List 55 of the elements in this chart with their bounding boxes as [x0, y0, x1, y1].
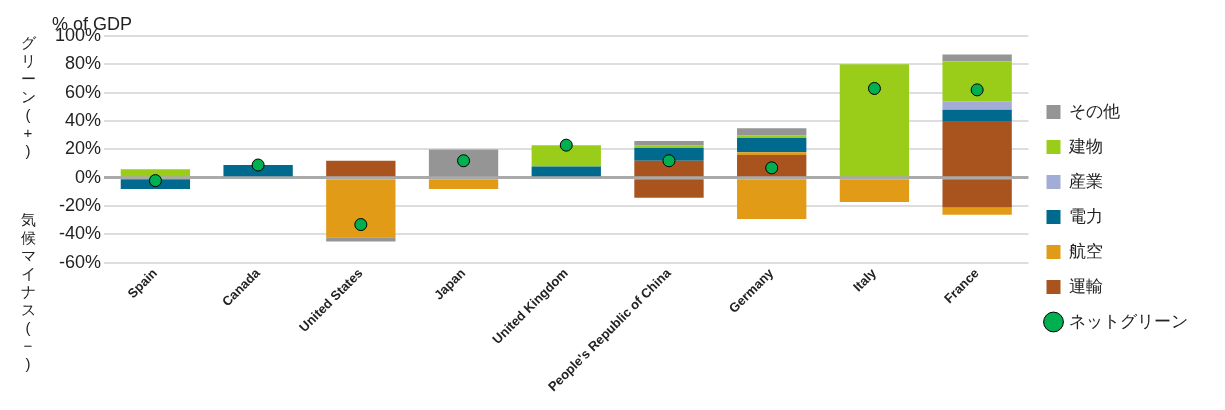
legend-label: ネットグリーン [1069, 311, 1188, 331]
bar [223, 165, 293, 177]
bar [737, 155, 807, 177]
point [765, 161, 779, 175]
bar [839, 179, 910, 202]
legend-label: 電力 [1069, 206, 1103, 226]
bar [737, 152, 807, 156]
bar [942, 61, 1012, 102]
point [867, 81, 881, 95]
legend-label: 建物 [1068, 136, 1103, 156]
bar [326, 237, 396, 242]
bar [531, 145, 601, 167]
y-tick-label: 0% [75, 166, 102, 187]
legend-label: 産業 [1069, 171, 1103, 191]
bar [634, 148, 704, 161]
bar [942, 207, 1012, 215]
legend-label: 航空 [1069, 241, 1103, 261]
point [970, 83, 984, 97]
bar [634, 160, 704, 177]
y-tick-label: -60% [59, 251, 102, 272]
bar [737, 135, 807, 139]
bar [326, 179, 396, 238]
bar [120, 169, 191, 177]
bar [942, 179, 1012, 208]
bar [634, 140, 704, 146]
bar [737, 138, 807, 153]
point [662, 154, 676, 168]
bar [737, 128, 807, 136]
bar [942, 54, 1012, 62]
y-tick-label: 40% [65, 110, 102, 131]
bar [531, 166, 601, 177]
y-tick-label: -40% [59, 223, 102, 244]
bar [326, 160, 396, 177]
point [354, 218, 368, 232]
text: グリーン(+) [20, 33, 36, 160]
y-tick-label: 20% [65, 138, 102, 159]
y-tick-label: 60% [65, 81, 102, 102]
bar [942, 121, 1012, 177]
y-tick-label: 80% [65, 53, 102, 74]
point [251, 158, 265, 172]
bar [634, 179, 704, 198]
bar [942, 101, 1012, 110]
bar [428, 179, 499, 190]
legend-label: 運輸 [1069, 276, 1103, 296]
y-tick-label: -20% [59, 195, 102, 216]
bar [942, 109, 1012, 122]
bar [634, 145, 704, 148]
point [457, 154, 471, 168]
point [559, 138, 573, 152]
text: 気候マイナス(−) [20, 210, 36, 372]
point [148, 174, 162, 188]
bar [839, 64, 910, 177]
legend-label: その他 [1069, 101, 1120, 121]
bar [428, 149, 499, 177]
bar [737, 179, 807, 219]
